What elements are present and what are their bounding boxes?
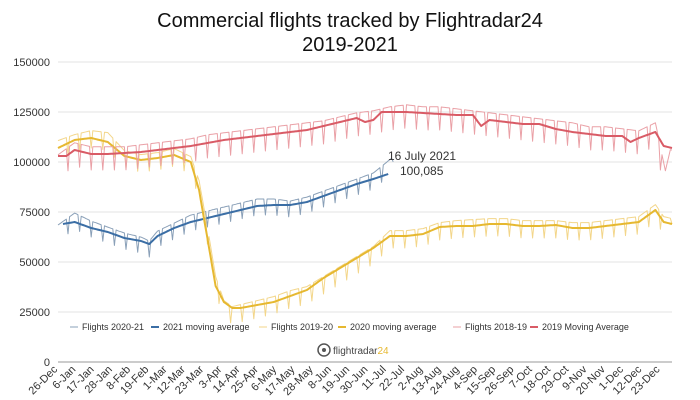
radar-logo-dot: [322, 348, 326, 352]
series-line: [57, 104, 673, 172]
y-tick-label: 0: [44, 357, 50, 369]
logo-text: flightradar24: [333, 346, 389, 357]
y-tick-label: 125000: [13, 107, 50, 119]
y-tick-label: 75000: [19, 207, 50, 219]
legend-label: Flights 2020-21: [82, 322, 144, 332]
series-line: [62, 173, 389, 245]
grid-layer: [58, 61, 672, 363]
series-line: [58, 111, 673, 157]
annotation: 16 July 2021 100,085: [388, 149, 456, 178]
legend-label: Flights 2019-20: [271, 322, 333, 332]
legend-label: 2021 moving average: [163, 322, 250, 332]
annotation-value: 100,085: [400, 164, 444, 178]
legend-label: 2019 Moving Average: [542, 322, 629, 332]
radar-logo-icon: [317, 343, 331, 357]
y-tick-label: 150000: [13, 57, 50, 69]
annotation-date: 16 July 2021: [388, 149, 456, 163]
chart-title: Commercial flights tracked by Flightrada…: [157, 10, 543, 32]
series-layer: [57, 104, 673, 324]
y-tick-label: 100000: [13, 157, 50, 169]
y-tick-label: 25000: [19, 307, 50, 319]
chart-subtitle: 2019-2021: [302, 34, 398, 56]
x-axis: 26-Dec6-Jan17-Jan28-Jan8-Feb19-Feb1-Mar1…: [27, 363, 663, 398]
legend-label: Flights 2018-19: [465, 322, 527, 332]
y-axis: 0 25000 50000 75000 100000 125000 150000: [13, 57, 50, 369]
series-line: [57, 157, 394, 258]
legend: Flights 2020-21 2021 moving average Flight…: [70, 322, 629, 332]
legend-label: 2020 moving average: [350, 322, 437, 332]
y-tick-label: 50000: [19, 257, 50, 269]
logo: flightradar24: [317, 343, 389, 357]
